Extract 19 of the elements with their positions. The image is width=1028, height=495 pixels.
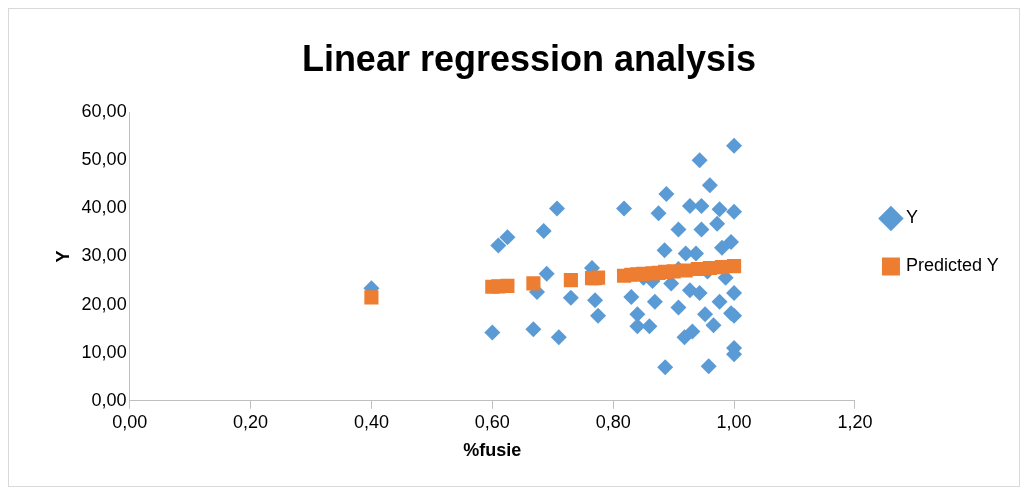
legend-label: Predicted Y [905,255,999,276]
y-tick-label: 30,00 [81,245,127,266]
x-tick-label: 0,00 [112,411,148,432]
y-tick-label: 60,00 [81,101,127,122]
legend-label: Y [905,207,918,228]
x-tick-label: 1,00 [716,411,752,432]
chart-title: Linear regression analysis [301,37,757,79]
y-axis-title: Y [52,250,73,263]
y-tick-label: 50,00 [81,149,127,170]
y-tick-label: 40,00 [81,197,127,218]
x-tick-label: 0,60 [474,411,510,432]
x-tick-label: 0,80 [595,411,631,432]
x-tick-label: 1,20 [837,411,873,432]
x-axis-title: %fusie [463,440,522,461]
y-tick-label: 20,00 [81,293,127,314]
y-tick-label: 10,00 [81,341,127,362]
x-tick-label: 0,20 [233,411,269,432]
x-tick-label: 0,40 [353,411,389,432]
y-tick-label: 0,00 [91,389,127,410]
